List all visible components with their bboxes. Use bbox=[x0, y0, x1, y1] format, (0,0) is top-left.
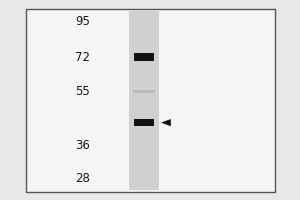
Text: 55: 55 bbox=[75, 85, 90, 98]
Bar bbox=[129, 11, 159, 190]
Bar bbox=[26, 9, 275, 192]
Bar bbox=[134, 119, 154, 126]
Text: 36: 36 bbox=[75, 139, 90, 152]
Text: 28: 28 bbox=[75, 172, 90, 185]
Text: 95: 95 bbox=[75, 15, 90, 28]
Text: 72: 72 bbox=[75, 51, 90, 64]
Polygon shape bbox=[162, 120, 170, 126]
Bar bbox=[133, 90, 155, 93]
Bar bbox=[134, 53, 154, 61]
